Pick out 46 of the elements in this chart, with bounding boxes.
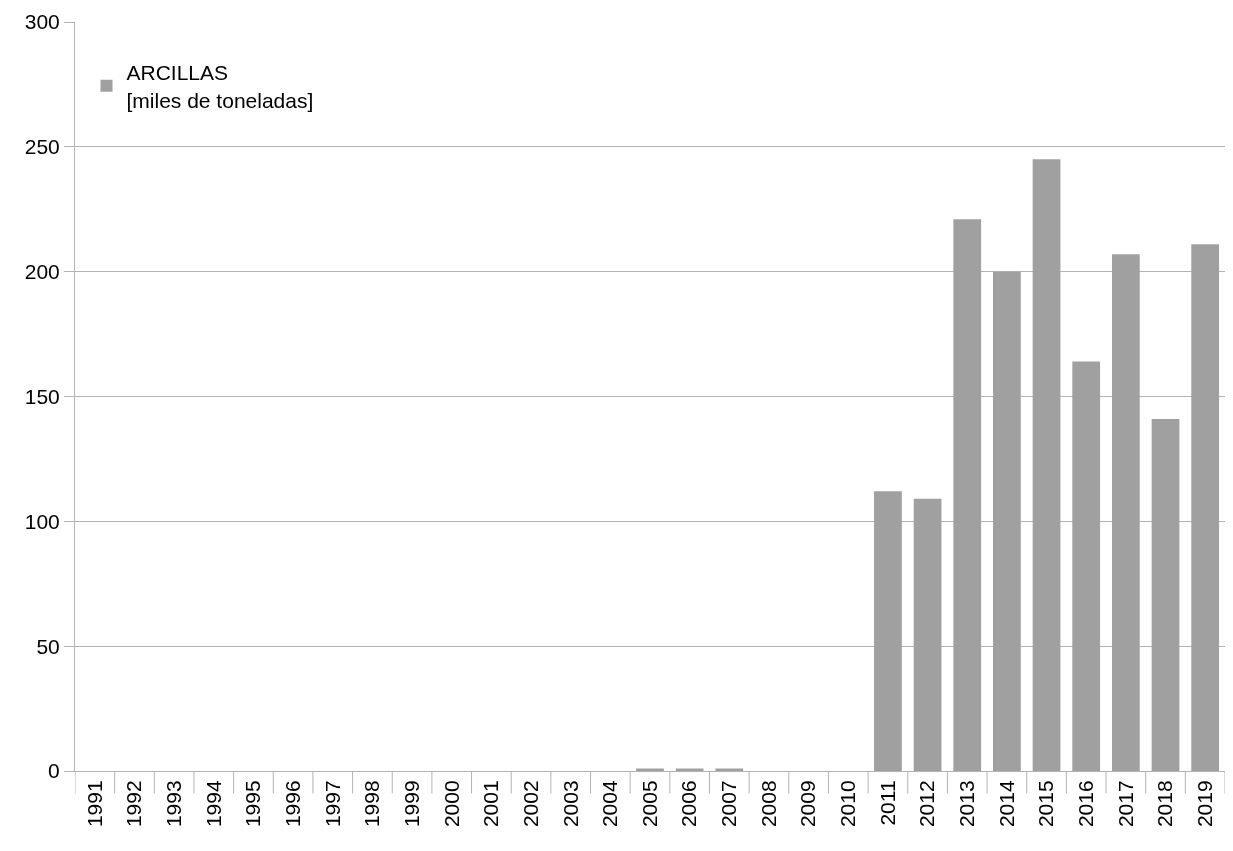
bar [913,498,942,771]
x-tick-label: 1991 [82,780,106,828]
x-tick-label: 1993 [161,780,185,828]
y-tick-label: 100 [24,509,60,533]
bar [1072,361,1101,771]
x-tick-label: 1992 [122,780,146,828]
x-tick-label: 2004 [598,780,622,828]
y-tick-label: 150 [24,384,60,408]
y-tick-label: 50 [36,634,60,658]
x-tick-label: 2018 [1153,780,1177,828]
x-tick-label: 1996 [280,780,304,828]
x-tick-label: 2003 [558,780,582,828]
legend-label: ARCILLAS [miles de toneladas] [126,61,314,112]
x-tick-label: 2009 [796,780,820,828]
x-tick-label: 2007 [717,780,741,828]
bar [1191,244,1220,771]
bar [993,271,1021,771]
x-tick-label: 1995 [241,780,265,828]
x-tick-label: 1999 [399,780,423,828]
y-tick-label: 200 [24,260,60,284]
x-tick-label: 2008 [756,780,780,828]
x-tick-label: 2002 [518,780,542,828]
x-tick-label: 1998 [360,780,384,828]
x-tick-label: 1994 [201,780,225,828]
x-tick-label: 2001 [479,780,503,828]
x-tick-label: 2015 [1034,780,1058,828]
bar [1111,254,1140,771]
x-tick-label: 1997 [320,780,344,828]
x-tick-label: 2019 [1192,780,1216,828]
y-tick-label: 0 [48,759,60,783]
x-tick-label: 2006 [677,780,701,828]
x-tick-label: 2014 [994,780,1018,828]
y-tick-label: 250 [24,135,60,159]
x-tick-label: 2005 [637,780,661,828]
x-tick-label: 2000 [439,780,463,828]
x-tick-label: 2017 [1113,780,1137,828]
bar [953,219,982,771]
x-tick-label: 2013 [955,780,979,828]
x-tick-label: 2010 [836,780,860,828]
x-tick-label: 2012 [915,780,939,828]
bar [874,491,902,771]
bar [1151,418,1180,771]
x-tick-label: 2011 [875,780,899,826]
bar [1032,159,1061,771]
x-tick-label: 2016 [1074,780,1098,828]
y-tick-label: 300 [24,10,60,34]
